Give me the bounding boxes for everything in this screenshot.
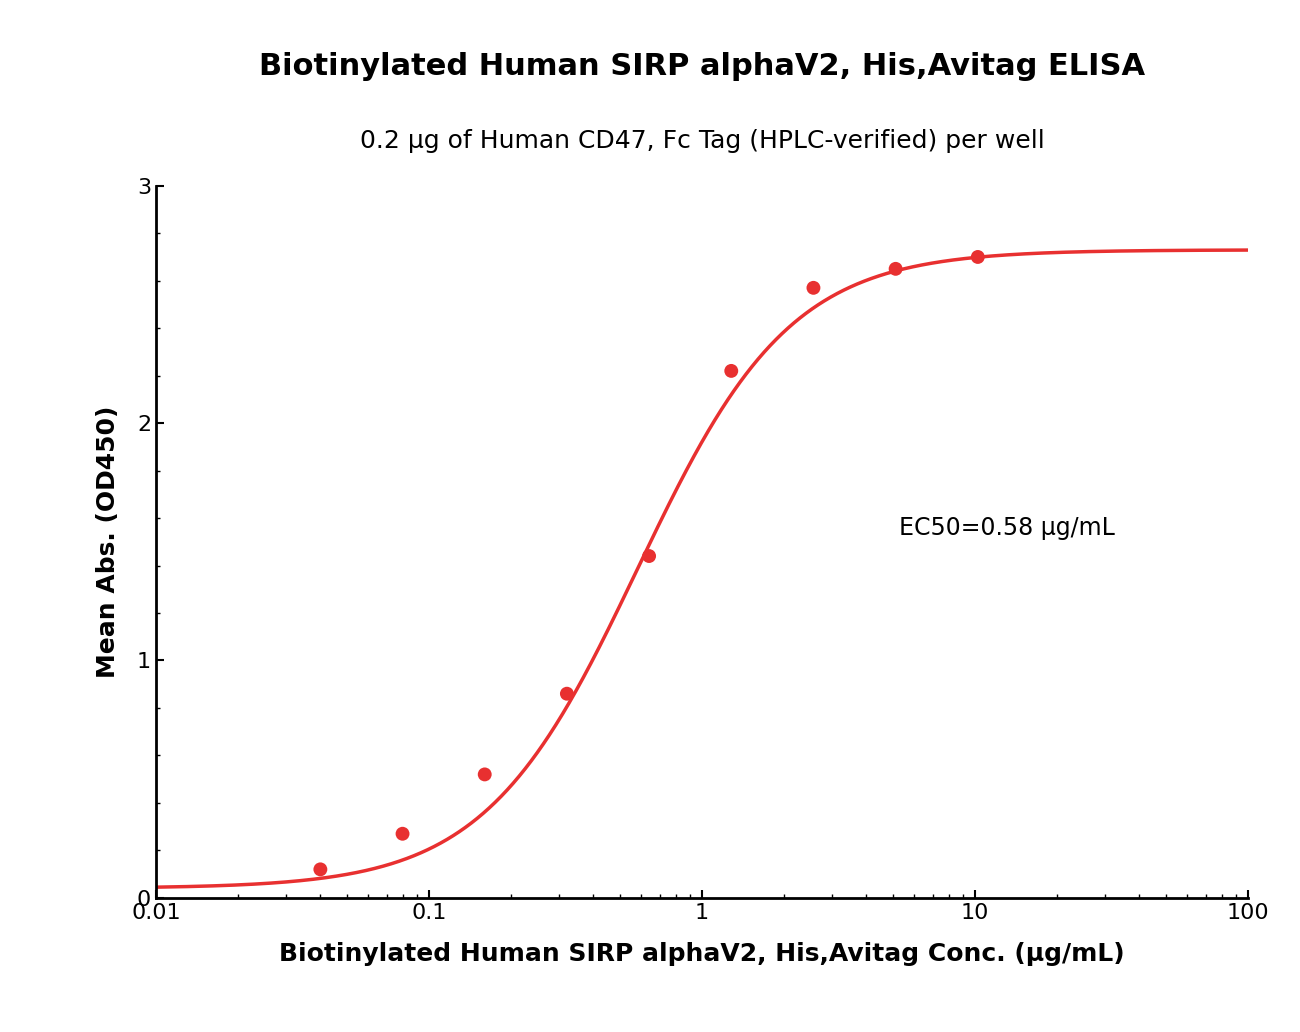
Point: [638, 548, 659, 565]
Point: [967, 249, 988, 265]
Point: [556, 685, 577, 702]
Point: [474, 766, 495, 782]
X-axis label: Biotinylated Human SIRP alphaV2, His,Avitag Conc. (μg/mL): Biotinylated Human SIRP alphaV2, His,Avi…: [280, 942, 1124, 966]
Point: [803, 280, 824, 296]
Text: EC50=0.58 μg/mL: EC50=0.58 μg/mL: [898, 516, 1114, 540]
Point: [309, 861, 330, 877]
Text: Biotinylated Human SIRP alphaV2, His,Avitag ELISA: Biotinylated Human SIRP alphaV2, His,Avi…: [259, 52, 1145, 80]
Y-axis label: Mean Abs. (OD450): Mean Abs. (OD450): [96, 406, 120, 678]
Text: 0.2 μg of Human CD47, Fc Tag (HPLC-verified) per well: 0.2 μg of Human CD47, Fc Tag (HPLC-verif…: [360, 129, 1044, 153]
Point: [885, 261, 906, 278]
Point: [722, 362, 742, 379]
Point: [393, 826, 413, 842]
